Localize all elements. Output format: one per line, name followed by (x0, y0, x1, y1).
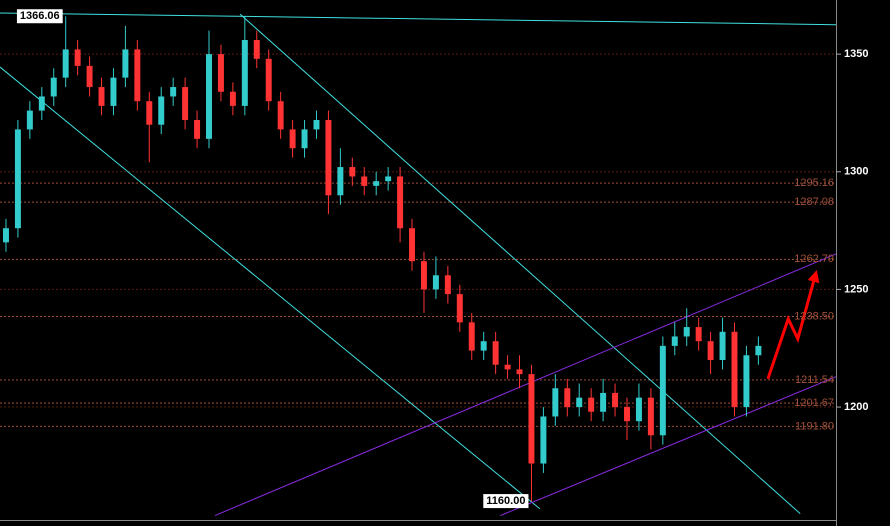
candle-body (731, 331, 738, 408)
candle-body (289, 129, 296, 149)
candle-body (158, 96, 165, 125)
level-label: 1238.50 (794, 310, 834, 322)
trend-line (0, 66, 541, 510)
candle-body (146, 101, 153, 125)
candle-body (695, 327, 702, 342)
candle-body (516, 369, 523, 375)
annotation-box (16, 9, 63, 24)
candle-body (624, 407, 630, 422)
candle-body (564, 388, 571, 408)
candle-body (719, 331, 726, 360)
candle-body (361, 176, 368, 186)
candle-body (707, 341, 714, 360)
candle-body (349, 167, 356, 177)
y-tick-label: 1250 (844, 283, 868, 295)
candle-body (14, 129, 21, 229)
candle-body (468, 322, 475, 351)
candle-body (50, 77, 57, 97)
candle-body (229, 91, 236, 106)
trend-line (500, 376, 836, 516)
price-annotation: 1366.06 (20, 10, 60, 22)
candle-body (110, 77, 117, 106)
candle-body (26, 110, 33, 130)
candle-body (194, 120, 201, 139)
candle-body (755, 345, 762, 356)
trend-line (214, 253, 836, 516)
level-label: 1211.54 (795, 374, 834, 386)
candle-body (265, 58, 272, 102)
candle-body (2, 228, 9, 243)
y-tick-label: 1200 (844, 401, 868, 413)
price-annotation: 1160.00 (486, 495, 525, 507)
arrow-head (807, 270, 820, 284)
forecast-arrow (766, 273, 818, 380)
candle-body (647, 397, 654, 436)
candle-body (576, 397, 583, 408)
candle-body (241, 40, 248, 106)
level-label: 1262.79 (794, 253, 834, 265)
candle-body (373, 181, 380, 186)
candle-body (492, 341, 499, 365)
candle-body (206, 54, 212, 139)
candle-body (62, 49, 69, 78)
y-tick-label: 1300 (844, 166, 868, 178)
candle-body (420, 261, 427, 290)
candle-body (600, 392, 607, 412)
candle-body (671, 336, 678, 346)
trend-line (0, 12, 836, 26)
candle-body (612, 392, 619, 408)
level-label: 1201.67 (794, 397, 834, 409)
candle-body (170, 87, 177, 97)
candle-body (385, 176, 392, 182)
candle-body (397, 176, 404, 229)
plot-area (0, 12, 836, 516)
candle-body (337, 167, 344, 196)
candle-body (301, 129, 308, 149)
candle-body (409, 228, 416, 262)
candle-body (635, 397, 642, 422)
candle-body (444, 275, 451, 295)
annotation-box (483, 494, 529, 509)
candle-body (313, 120, 320, 130)
candle-body (277, 101, 284, 130)
candle-body (253, 40, 260, 59)
candle-body (86, 65, 93, 88)
overlay: 1200 1250 1300 1350 1295.16 1287.08 1262.79 123… (16, 9, 868, 509)
level-label: 1287.08 (794, 196, 834, 208)
level-label: 1295.16 (794, 177, 834, 189)
y-tick-label: 1350 (844, 48, 868, 60)
candle-body (217, 54, 224, 92)
candle-body (480, 341, 487, 351)
candle-body (182, 87, 189, 120)
candle-body (659, 345, 666, 436)
candle-body (552, 388, 559, 417)
candle-body (540, 416, 547, 464)
candle-body (98, 87, 105, 106)
candle-body (683, 327, 690, 337)
candle-body (122, 49, 129, 78)
level-label: 1191.80 (795, 420, 834, 432)
candle-body (456, 294, 463, 323)
candle-body (74, 49, 81, 66)
candle-body (528, 374, 535, 464)
candle-body (504, 364, 511, 370)
candle-body (325, 120, 332, 196)
candle-body (134, 49, 141, 102)
candle-body (38, 96, 45, 111)
candle-body (588, 397, 595, 412)
candle-body (432, 275, 439, 290)
candle-body (743, 355, 750, 408)
